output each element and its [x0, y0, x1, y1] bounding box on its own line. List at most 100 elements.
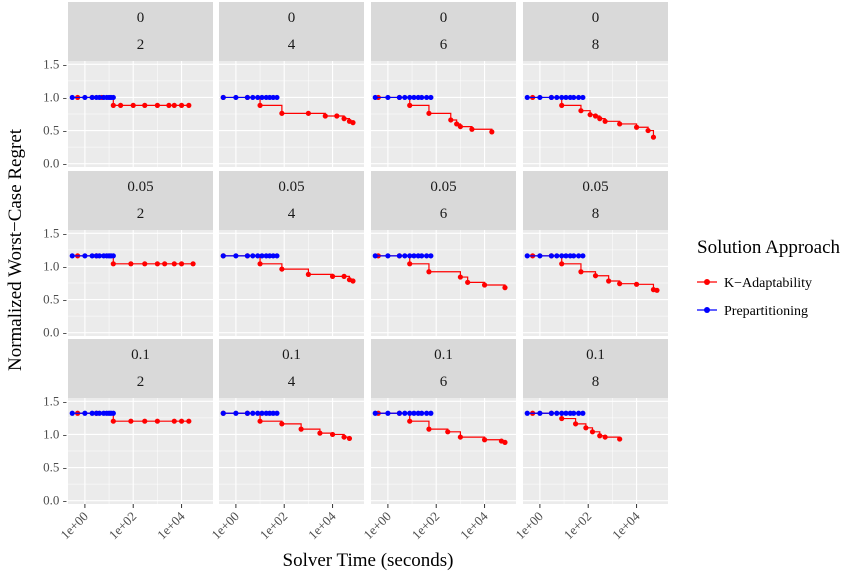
data-point: [396, 253, 403, 259]
data-point: [548, 94, 555, 101]
x-tick-label: 1e+04: [154, 508, 188, 542]
data-point: [576, 410, 582, 416]
y-tick-label: 1.5 -: [43, 393, 67, 408]
data-point: [407, 94, 413, 101]
facet-strip: [68, 2, 213, 61]
data-point: [457, 434, 463, 440]
data-point: [190, 261, 196, 267]
facet-strip-col-label: 6: [440, 37, 448, 53]
data-point: [250, 94, 256, 101]
facet-strip-col-label: 8: [592, 206, 600, 222]
data-point: [346, 435, 353, 442]
facet-strip-col-label: 8: [592, 37, 600, 53]
data-point: [186, 102, 192, 108]
y-axis-label: Normalized Worst−Case Regret: [5, 128, 26, 371]
data-point: [96, 94, 103, 101]
data-point: [424, 410, 430, 416]
data-point: [82, 410, 88, 416]
data-point: [554, 94, 560, 101]
facet-strip-col-label: 4: [288, 206, 296, 222]
data-point: [130, 102, 136, 108]
data-point: [259, 410, 265, 416]
data-point: [407, 410, 413, 416]
facet-strip: [371, 2, 516, 61]
facet-strip-row-label: 0.1: [586, 347, 605, 363]
facet-strip-row-label: 0: [440, 10, 448, 26]
data-point: [385, 410, 391, 416]
data-point: [407, 102, 413, 108]
data-point: [572, 421, 579, 427]
data-point: [69, 94, 75, 101]
data-point: [571, 410, 577, 416]
facet-strip: [68, 171, 213, 230]
data-point: [559, 415, 565, 422]
data-point: [250, 410, 256, 416]
data-point: [322, 113, 328, 119]
facet-strip: [219, 2, 364, 61]
data-point: [110, 418, 116, 424]
data-point: [162, 261, 168, 267]
y-tick-label: 1.0 -: [43, 89, 67, 104]
data-point: [305, 110, 311, 116]
data-point: [396, 410, 403, 416]
data-point: [617, 281, 623, 287]
data-point: [481, 282, 488, 288]
legend-entry-label: K−Adaptability: [724, 276, 812, 291]
data-point: [385, 94, 391, 101]
data-point: [454, 121, 460, 127]
data-point: [334, 113, 340, 119]
data-point: [220, 410, 226, 416]
data-point: [633, 124, 640, 130]
data-point: [274, 94, 280, 101]
data-point: [96, 410, 103, 416]
data-point: [469, 126, 475, 132]
data-point: [457, 274, 463, 280]
data-point: [259, 253, 265, 259]
data-point: [305, 271, 311, 277]
data-point: [576, 253, 582, 259]
facet-strip-col-label: 4: [288, 37, 296, 53]
data-point: [524, 94, 530, 101]
data-point: [396, 94, 403, 101]
data-point: [583, 425, 589, 431]
facet-strip: [523, 171, 668, 230]
data-point: [341, 116, 347, 122]
y-tick-label: 0.5 -: [43, 292, 67, 307]
facet-strip-col-label: 2: [137, 206, 145, 222]
data-point: [178, 418, 185, 424]
data-point: [385, 253, 391, 259]
data-point: [317, 430, 323, 436]
data-point: [548, 253, 555, 259]
y-tick-label: 1.5 -: [43, 225, 67, 240]
y-tick-label: 0.0 -: [43, 325, 67, 340]
data-point: [69, 253, 75, 259]
data-point: [259, 94, 265, 101]
facet-strip-col-label: 6: [440, 206, 448, 222]
legend-entry-label: Prepartitioning: [724, 304, 808, 319]
data-point: [537, 253, 543, 259]
data-point: [372, 94, 378, 101]
legend-key-point: [704, 279, 710, 285]
data-point: [411, 410, 417, 416]
facet-strip-col-label: 4: [288, 374, 296, 390]
data-point: [524, 410, 530, 416]
facet-strip-row-label: 0.1: [131, 347, 150, 363]
data-point: [89, 253, 95, 259]
data-point: [142, 261, 148, 267]
data-point: [244, 410, 251, 416]
data-point: [489, 129, 495, 135]
data-point: [419, 253, 425, 259]
data-point: [178, 102, 185, 108]
data-point: [89, 94, 95, 101]
facet-strip: [219, 339, 364, 398]
data-point: [563, 410, 569, 416]
facet-strip-row-label: 0: [137, 10, 145, 26]
data-point: [244, 253, 251, 259]
data-point: [411, 253, 417, 259]
data-point: [597, 433, 603, 439]
data-point: [428, 410, 434, 416]
data-point: [524, 253, 530, 259]
data-point: [402, 410, 408, 416]
data-point: [110, 261, 116, 267]
x-tick-label: 1e+04: [609, 508, 643, 542]
